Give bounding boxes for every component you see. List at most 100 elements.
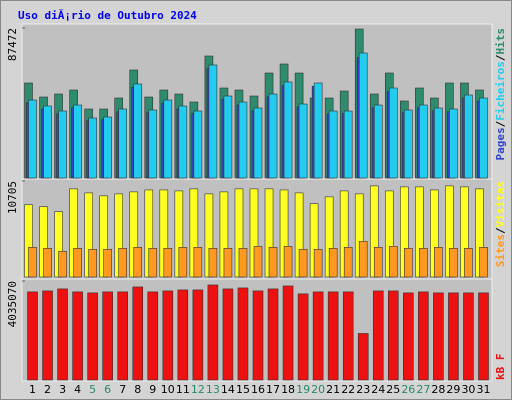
legend-separator: / xyxy=(494,54,507,61)
x-tick-label: 20 xyxy=(311,383,325,396)
bar xyxy=(373,104,383,179)
bar xyxy=(102,291,113,381)
bar xyxy=(238,248,248,278)
legend-separator: / xyxy=(494,120,507,127)
legend-entry: kB F xyxy=(494,354,507,381)
x-tick-label: 9 xyxy=(149,383,156,396)
bar xyxy=(223,95,233,179)
bar xyxy=(449,248,458,278)
legend-entry: Ficheiros xyxy=(494,61,507,121)
bar xyxy=(373,247,383,278)
x-tick-label: 11 xyxy=(176,383,190,396)
bar xyxy=(178,247,188,278)
bar xyxy=(88,248,97,278)
bar xyxy=(58,110,67,179)
x-tick-label: 2 xyxy=(44,383,51,396)
legend-entry: Visitas xyxy=(494,181,507,227)
x-tick-label: 24 xyxy=(371,383,385,396)
bar xyxy=(133,247,143,278)
bar xyxy=(388,246,398,278)
x-tick-label: 22 xyxy=(341,383,355,396)
bar xyxy=(163,248,173,278)
x-tick-label: 26 xyxy=(401,383,415,396)
x-tick-label: 7 xyxy=(119,383,126,396)
bar xyxy=(88,117,97,179)
bar xyxy=(253,107,263,179)
bar xyxy=(372,290,384,381)
bar xyxy=(434,107,443,179)
bar xyxy=(328,248,338,278)
bar xyxy=(43,248,52,278)
bar xyxy=(283,81,293,179)
bar xyxy=(42,290,53,381)
bar xyxy=(463,292,474,381)
bar xyxy=(464,248,473,278)
x-tick-label: 6 xyxy=(104,383,111,396)
legend-entry: Sites xyxy=(494,234,507,267)
bar xyxy=(238,101,248,179)
bar xyxy=(28,99,37,179)
x-tick-label: 27 xyxy=(416,383,430,396)
bar xyxy=(403,292,414,381)
bar xyxy=(478,292,489,381)
bar xyxy=(404,248,413,278)
bar xyxy=(223,248,233,278)
bar xyxy=(178,105,188,179)
bar xyxy=(132,286,144,381)
bar xyxy=(313,248,323,278)
bar xyxy=(313,82,323,179)
x-tick-label: 16 xyxy=(251,383,265,396)
bar xyxy=(103,248,112,278)
bar xyxy=(434,247,443,278)
bar xyxy=(133,83,143,179)
bar xyxy=(72,291,83,381)
x-tick-label: 19 xyxy=(296,383,310,396)
bar xyxy=(208,248,218,278)
bar xyxy=(328,110,338,179)
legend: kB F xyxy=(494,354,507,381)
bar xyxy=(268,93,278,179)
bar xyxy=(208,64,218,179)
legend-entry: Pages xyxy=(494,127,507,160)
x-tick-label: 31 xyxy=(476,383,490,396)
bar xyxy=(342,291,354,381)
x-tick-label: 18 xyxy=(281,383,295,396)
bar xyxy=(43,105,52,179)
bar xyxy=(162,290,174,381)
bar xyxy=(448,292,459,381)
x-tick-label: 14 xyxy=(221,383,235,396)
bar xyxy=(343,247,353,278)
x-tick-label: 5 xyxy=(89,383,96,396)
legend: Pages/Ficheiros/Hits xyxy=(494,28,507,160)
bar xyxy=(58,250,67,278)
bar xyxy=(479,247,488,278)
x-tick-label: 4 xyxy=(74,383,81,396)
x-tick-label: 10 xyxy=(161,383,175,396)
x-tick-label: 28 xyxy=(431,383,445,396)
x-tick-label: 1 xyxy=(29,383,36,396)
bar xyxy=(327,291,339,381)
bar xyxy=(388,87,398,179)
bar xyxy=(464,94,473,179)
bar xyxy=(27,291,38,381)
x-tick-label: 12 xyxy=(191,383,205,396)
y-tick-label: 10705 xyxy=(6,181,19,214)
bar xyxy=(297,293,309,381)
bar xyxy=(418,291,429,381)
x-tick-label: 8 xyxy=(134,383,141,396)
bar xyxy=(222,288,234,381)
bar xyxy=(283,246,293,278)
bar xyxy=(163,99,173,179)
bar xyxy=(268,247,278,278)
bar xyxy=(479,97,488,179)
bar xyxy=(147,291,159,381)
bar xyxy=(357,333,369,381)
bar xyxy=(298,248,308,278)
bar xyxy=(73,248,82,278)
bar xyxy=(192,289,204,381)
y-tick-label: 4035070 xyxy=(6,281,19,327)
y-tick-label: 87472 xyxy=(6,28,19,61)
bar xyxy=(253,246,263,278)
x-tick-label: 23 xyxy=(356,383,370,396)
bar xyxy=(118,108,128,179)
